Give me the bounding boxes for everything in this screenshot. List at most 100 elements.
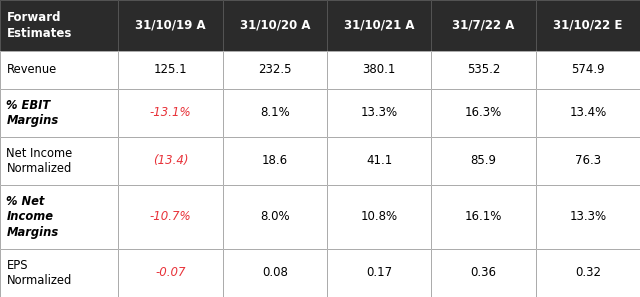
Text: Revenue: Revenue <box>6 63 57 76</box>
Bar <box>536 0 640 51</box>
Bar <box>536 137 640 185</box>
Bar <box>223 185 327 249</box>
Bar <box>0 0 118 51</box>
Bar <box>327 249 431 297</box>
Bar <box>223 89 327 137</box>
Bar <box>118 249 223 297</box>
Text: 0.32: 0.32 <box>575 266 601 279</box>
Text: % EBIT
Margins: % EBIT Margins <box>6 99 59 127</box>
Bar <box>223 51 327 89</box>
Bar <box>0 51 118 89</box>
Text: 31/10/21 A: 31/10/21 A <box>344 19 415 32</box>
Text: 0.08: 0.08 <box>262 266 288 279</box>
Bar <box>431 0 536 51</box>
Text: -10.7%: -10.7% <box>150 211 191 223</box>
Text: 13.3%: 13.3% <box>360 106 398 119</box>
Bar <box>536 249 640 297</box>
Bar <box>327 51 431 89</box>
Bar <box>327 249 431 297</box>
Bar <box>223 137 327 185</box>
Bar <box>118 0 223 51</box>
Bar <box>536 185 640 249</box>
Bar <box>223 89 327 137</box>
Text: 31/10/19 A: 31/10/19 A <box>135 19 206 32</box>
Bar <box>536 51 640 89</box>
Text: -0.07: -0.07 <box>156 266 186 279</box>
Text: 574.9: 574.9 <box>571 63 605 76</box>
Bar <box>118 0 223 51</box>
Text: 31/10/22 E: 31/10/22 E <box>553 19 623 32</box>
Text: 232.5: 232.5 <box>258 63 292 76</box>
Bar <box>536 89 640 137</box>
Text: 31/7/22 A: 31/7/22 A <box>452 19 515 32</box>
Bar <box>431 89 536 137</box>
Text: 85.9: 85.9 <box>470 154 497 168</box>
Bar <box>223 249 327 297</box>
Text: 380.1: 380.1 <box>362 63 396 76</box>
Bar <box>536 137 640 185</box>
Text: 0.36: 0.36 <box>470 266 497 279</box>
Bar <box>0 89 118 137</box>
Bar <box>327 185 431 249</box>
Text: 41.1: 41.1 <box>366 154 392 168</box>
Bar <box>118 89 223 137</box>
Bar <box>118 185 223 249</box>
Bar <box>431 249 536 297</box>
Bar <box>118 137 223 185</box>
Bar <box>223 0 327 51</box>
Bar <box>223 51 327 89</box>
Text: 10.8%: 10.8% <box>360 211 398 223</box>
Bar <box>223 249 327 297</box>
Text: (13.4): (13.4) <box>153 154 188 168</box>
Text: Net Income
Normalized: Net Income Normalized <box>6 147 73 175</box>
Bar <box>327 0 431 51</box>
Bar <box>431 51 536 89</box>
Bar <box>536 0 640 51</box>
Text: 8.1%: 8.1% <box>260 106 290 119</box>
Bar <box>0 51 118 89</box>
Bar <box>431 185 536 249</box>
Bar <box>431 137 536 185</box>
Bar <box>327 185 431 249</box>
Text: 18.6: 18.6 <box>262 154 288 168</box>
Bar <box>327 89 431 137</box>
Bar <box>536 249 640 297</box>
Bar <box>431 51 536 89</box>
Text: 13.4%: 13.4% <box>569 106 607 119</box>
Bar <box>223 137 327 185</box>
Bar <box>0 249 118 297</box>
Bar <box>0 137 118 185</box>
Bar <box>327 89 431 137</box>
Bar <box>536 185 640 249</box>
Bar <box>118 89 223 137</box>
Bar <box>431 249 536 297</box>
Bar <box>118 249 223 297</box>
Bar <box>0 137 118 185</box>
Bar <box>327 0 431 51</box>
Bar <box>536 51 640 89</box>
Bar <box>223 185 327 249</box>
Bar <box>223 0 327 51</box>
Bar <box>536 89 640 137</box>
Text: 31/10/20 A: 31/10/20 A <box>239 19 310 32</box>
Text: 76.3: 76.3 <box>575 154 601 168</box>
Text: 125.1: 125.1 <box>154 63 188 76</box>
Bar <box>118 51 223 89</box>
Bar <box>118 137 223 185</box>
Text: 8.0%: 8.0% <box>260 211 290 223</box>
Bar <box>327 137 431 185</box>
Bar <box>0 0 118 51</box>
Text: % Net
Income
Margins: % Net Income Margins <box>6 195 59 239</box>
Text: -13.1%: -13.1% <box>150 106 191 119</box>
Text: EPS
Normalized: EPS Normalized <box>6 259 72 287</box>
Bar <box>431 137 536 185</box>
Bar <box>431 185 536 249</box>
Bar <box>118 185 223 249</box>
Bar <box>431 0 536 51</box>
Bar <box>0 89 118 137</box>
Text: 16.1%: 16.1% <box>465 211 502 223</box>
Bar <box>327 51 431 89</box>
Text: 0.17: 0.17 <box>366 266 392 279</box>
Bar <box>0 249 118 297</box>
Bar <box>431 89 536 137</box>
